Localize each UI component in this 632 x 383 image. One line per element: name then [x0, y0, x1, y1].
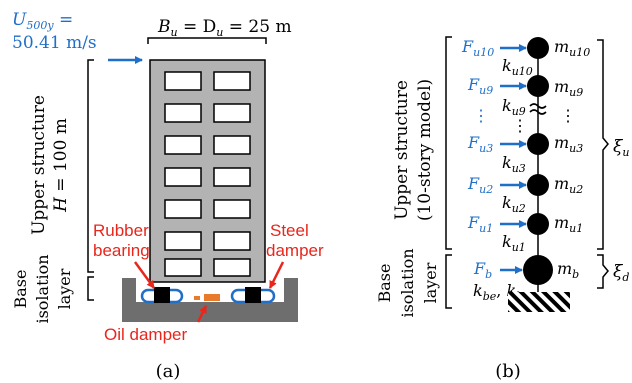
damping-label-base: ξd [613, 262, 629, 284]
mass-label-u10: mu10 [554, 37, 590, 59]
rubber-bearing-label-2: bearing [93, 241, 150, 260]
oil-damper [194, 294, 220, 301]
window [213, 167, 251, 187]
window [213, 71, 251, 91]
caption-a: (a) [156, 361, 181, 382]
window [164, 135, 202, 155]
building-windows [164, 71, 251, 277]
base-bracket-b [445, 254, 452, 309]
window [213, 135, 251, 155]
rubber-bearing-left [140, 287, 184, 304]
window [213, 103, 251, 123]
spring-label-u2: ku2 [502, 193, 526, 215]
dots-springs: ⋮ [512, 116, 528, 135]
window [213, 258, 251, 277]
steel-damper-right [230, 287, 276, 304]
ground-hatch [508, 292, 570, 312]
width-dimension-bracket [147, 37, 267, 44]
base-label-b-2: isolation [398, 248, 417, 317]
mass-u1 [527, 213, 549, 235]
spring-label-u10: ku10 [502, 56, 533, 78]
spring-label-u1: ku1 [502, 232, 526, 254]
base-label-b-1: Base [375, 264, 394, 303]
damping-label-upper: ξu [613, 137, 629, 159]
mass-label-base: mb [557, 259, 579, 281]
window [164, 231, 202, 251]
oil-damper-arrow [196, 305, 208, 323]
mass-label-u2: mu2 [554, 174, 583, 196]
window [164, 199, 202, 219]
height-bracket [87, 59, 94, 273]
mass-u9 [527, 75, 549, 97]
mass-u3 [527, 133, 549, 155]
window [164, 71, 202, 91]
mass-base [523, 255, 553, 285]
damping-brace-base [597, 254, 609, 289]
damping-brace-upper [597, 39, 609, 250]
break-mark [529, 103, 547, 115]
building-dimensions-label: Bu = Du = 25 m [157, 17, 292, 39]
upper-structure-label: Upper structure [29, 95, 49, 235]
dots-masses: ⋮ [560, 106, 576, 125]
panel-b: Upper structure (10-story model) Base is… [375, 36, 629, 382]
upper-structure-label-b: Upper structure [392, 80, 412, 220]
steel-damper-label-2: damper [266, 241, 324, 260]
wind-speed-label: U500y = [12, 10, 73, 32]
rubber-bearing-label-1: Rubber [93, 221, 149, 240]
spring-label-u9: ku9 [502, 96, 526, 118]
mass-u10 [527, 37, 549, 59]
wind-speed-value: 50.41 m/s [12, 33, 97, 53]
base-label-1: Base [11, 270, 30, 309]
window [164, 258, 202, 277]
window [164, 103, 202, 123]
base-label-b-3: layer [421, 262, 440, 303]
steel-damper-label-1: Steel [270, 221, 309, 240]
mass-u2 [527, 174, 549, 196]
window [213, 231, 251, 251]
window [213, 199, 251, 219]
base-label-2: isolation [33, 254, 52, 323]
rubber-bearing-arrow [133, 261, 156, 289]
caption-b: (b) [495, 361, 521, 382]
force-label-u3: Fu3 [467, 133, 493, 155]
base-isolation-bracket [87, 276, 94, 301]
height-label: H = 100 m [51, 118, 71, 213]
spring-label-u3: ku3 [502, 153, 526, 175]
mass-label-u3: mu3 [554, 133, 583, 155]
force-label-u9: Fu9 [467, 75, 493, 97]
mass-label-u9: mu9 [554, 77, 583, 99]
upper-structure-bracket-b [445, 36, 452, 250]
force-label-u1: Fu1 [467, 213, 493, 235]
window [164, 167, 202, 187]
base-label-3: layer [55, 268, 74, 309]
force-label-base: Fb [473, 259, 492, 281]
oil-damper-label: Oil damper [104, 325, 187, 344]
steel-damper-arrow [268, 261, 285, 289]
mass-label-u1: mu1 [554, 213, 583, 235]
ten-story-model-label: (10-story model) [415, 79, 435, 221]
force-label-u10: Fu10 [461, 37, 494, 59]
dots-forces: ⋮ [473, 106, 489, 125]
force-label-u2: Fu2 [467, 174, 493, 196]
panel-a: U500y = 50.41 m/s Bu = Du = 25 m Upper s… [11, 10, 324, 382]
